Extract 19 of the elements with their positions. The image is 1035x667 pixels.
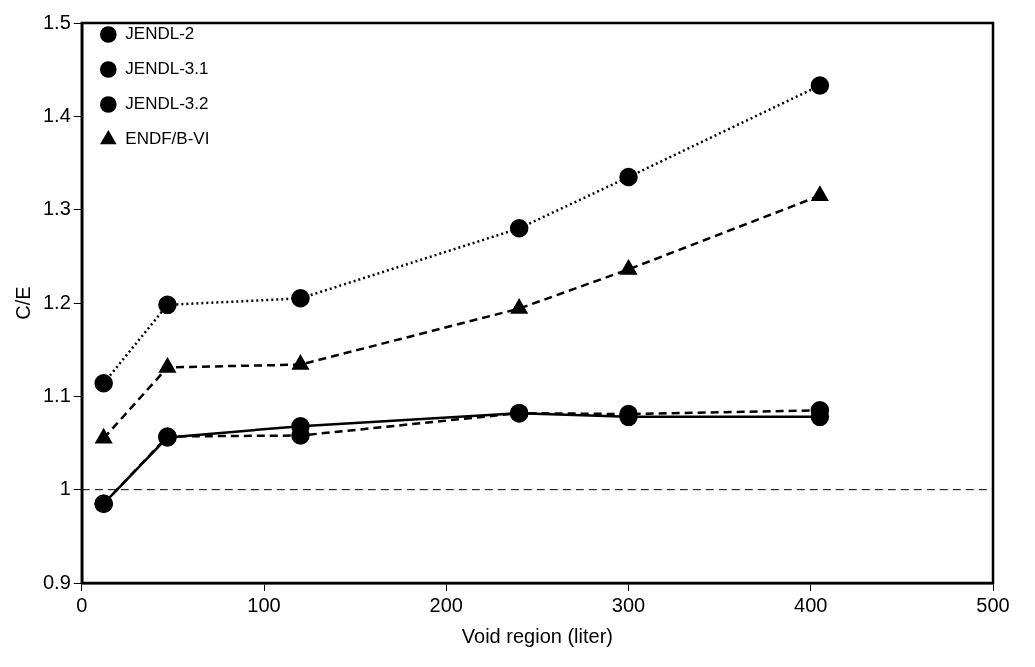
- y-tick-label: 1: [59, 477, 71, 500]
- y-tick-label: 1.3: [42, 197, 71, 220]
- legend-label: JENDL-3.1: [125, 59, 209, 79]
- x-tick-label: 400: [794, 593, 828, 616]
- y-tick-label: 1.1: [42, 383, 71, 406]
- y-tick-label: 0.9: [42, 570, 71, 593]
- x-tick-label: 0: [76, 593, 88, 616]
- x-tick-label: 100: [247, 593, 281, 616]
- x-tick-label: 200: [429, 593, 463, 616]
- legend-label: JENDL-3.2: [125, 94, 209, 114]
- x-tick-label: 300: [611, 593, 646, 616]
- x-tick-label: 500: [976, 593, 1010, 616]
- x-axis-title: Void region (liter): [461, 624, 613, 647]
- y-tick-label: 1.4: [42, 103, 71, 126]
- y-tick-label: 1.5: [42, 10, 71, 33]
- legend-label: JENDL-2: [125, 24, 195, 44]
- legend-label: ENDF/B-VI: [125, 129, 210, 149]
- y-axis-title: C/E: [11, 286, 34, 320]
- y-tick-label: 1.2: [42, 290, 71, 313]
